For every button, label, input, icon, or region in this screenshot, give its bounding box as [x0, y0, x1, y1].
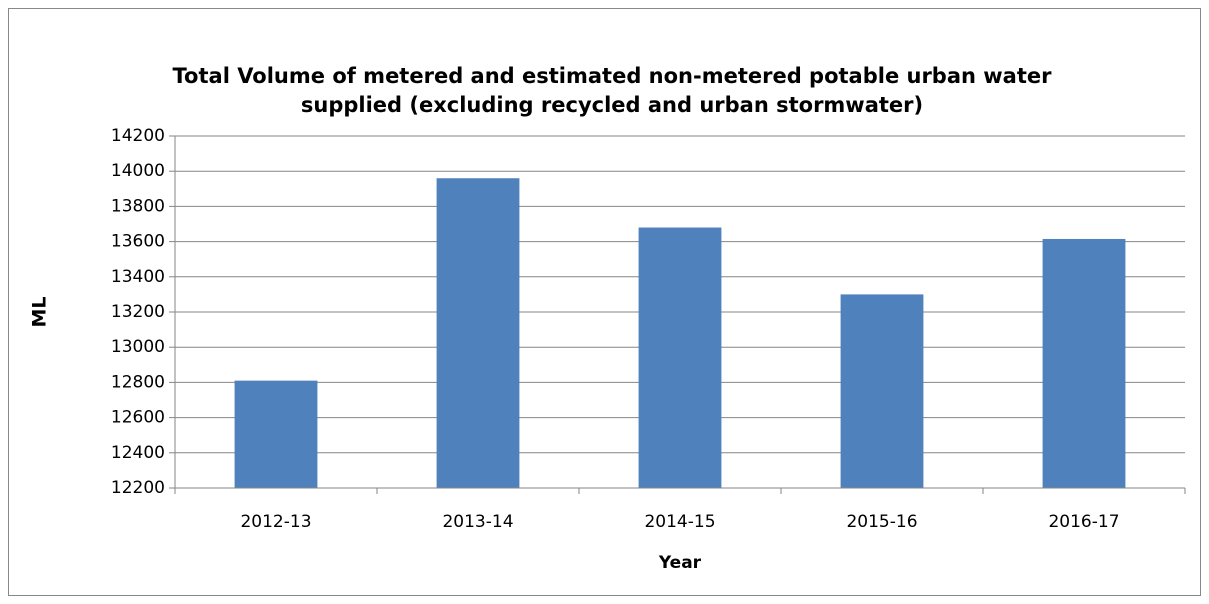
- chart-title: Total Volume of metered and estimated no…: [172, 64, 1052, 117]
- y-tick-label: 12200: [111, 478, 165, 498]
- y-tick-label: 14000: [111, 161, 165, 181]
- y-axis-label: ML: [29, 296, 51, 327]
- bar: [638, 227, 722, 488]
- y-tick-label: 12800: [111, 372, 165, 392]
- y-tick-label: 14200: [111, 126, 165, 146]
- y-tick-label: 13400: [111, 267, 165, 287]
- y-tick-label: 12400: [111, 443, 165, 463]
- x-tick-label: 2015-16: [846, 512, 917, 532]
- x-tick-label: 2012-13: [240, 512, 311, 532]
- y-tick-label: 13800: [111, 196, 165, 216]
- y-tick-label: 12600: [111, 408, 165, 428]
- chart-border: [8, 8, 1201, 596]
- bar: [840, 294, 924, 488]
- y-tick-label: 13600: [111, 232, 165, 252]
- y-tick-label: 13200: [111, 302, 165, 322]
- bar: [436, 178, 520, 489]
- bar: [234, 380, 318, 488]
- x-axis-label: Year: [658, 553, 702, 573]
- y-tick-label: 13000: [111, 337, 165, 357]
- x-tick-label: 2014-15: [644, 512, 715, 532]
- x-tick-label: 2016-17: [1048, 512, 1119, 532]
- x-tick-label: 2013-14: [442, 512, 513, 532]
- bar: [1042, 238, 1126, 488]
